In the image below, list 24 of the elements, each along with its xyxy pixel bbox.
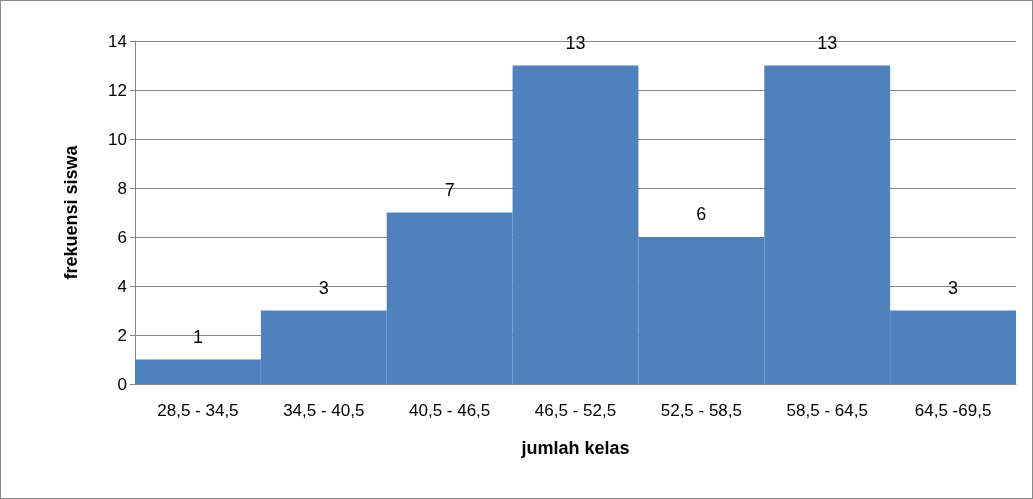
x-tick-label: 40,5 - 46,5 [409, 401, 491, 420]
data-label: 3 [948, 277, 959, 298]
data-label: 1 [192, 326, 203, 347]
x-axis-title: jumlah kelas [520, 438, 630, 458]
data-label: 3 [318, 277, 329, 298]
x-tick-label: 46,5 - 52,5 [534, 401, 617, 420]
y-tick-label: 8 [117, 178, 127, 198]
x-tick-label: 34,5 - 40,5 [283, 401, 365, 420]
x-tick-label: 58,5 - 64,5 [786, 401, 868, 420]
y-tick-label: 0 [117, 374, 127, 394]
y-tick-label: 10 [108, 129, 127, 149]
data-label: 6 [696, 204, 707, 224]
x-tick-label: 28,5 - 34,5 [157, 401, 239, 420]
y-tick-label: 14 [108, 31, 127, 51]
x-tick-label: 52,5 - 58,5 [660, 401, 742, 420]
y-tick-label: 4 [117, 276, 127, 296]
data-label: 13 [565, 32, 586, 53]
y-axis-title: frekuensi siswa [61, 144, 81, 280]
data-label: 13 [817, 32, 838, 53]
y-tick-label: 12 [108, 80, 127, 100]
x-tick-label: 64,5 -69,5 [914, 401, 992, 420]
y-tick-label: 2 [117, 325, 127, 345]
data-label: 7 [444, 179, 455, 200]
y-tick-label: 6 [117, 227, 127, 247]
